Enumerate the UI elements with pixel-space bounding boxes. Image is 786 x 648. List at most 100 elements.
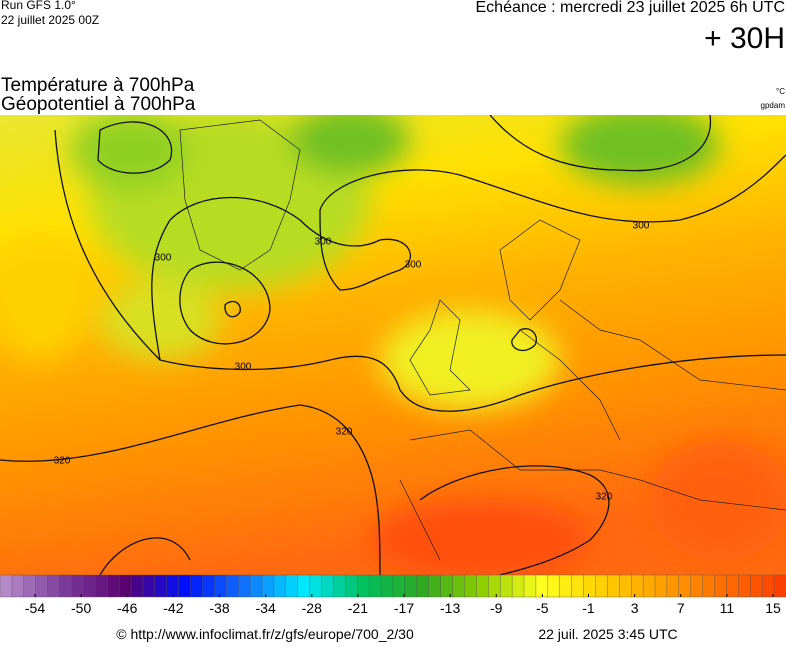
colorbar-tick-label: -54 [25, 600, 45, 616]
colorbar-swatch [47, 574, 61, 598]
colorbar-tick-label: -38 [209, 600, 229, 616]
colorbar-swatch [130, 574, 144, 598]
colorbar-swatch [261, 574, 275, 598]
colorbar-tick-label: -13 [440, 600, 460, 616]
colorbar-swatch [118, 574, 132, 598]
colorbar-swatch [488, 574, 501, 598]
contour-label: 300 [155, 253, 172, 264]
colorbar-swatch [35, 574, 49, 598]
colorbar-swatch [559, 574, 573, 598]
colorbar-swatch [690, 574, 704, 598]
colorbar-swatch [630, 574, 644, 598]
colorbar-tick-label: -34 [256, 600, 276, 616]
colorbar-swatch [499, 574, 513, 598]
colorbar-swatch [226, 574, 239, 598]
temperature-blobs [0, 115, 786, 575]
colorbar-swatch [380, 574, 394, 598]
colorbar-tick-label: -5 [536, 600, 549, 616]
colorbar-swatch [452, 574, 465, 598]
colorbar-swatch [642, 574, 656, 598]
colorbar-swatch [202, 574, 215, 598]
colorbar-swatch [702, 574, 716, 598]
colorbar-swatch [154, 574, 168, 598]
contour-label: 300 [405, 260, 422, 271]
contour [54, 129, 786, 412]
colorbar-swatch [571, 574, 585, 598]
colorbar-swatch [523, 574, 537, 598]
map: 300 300 300 300 300 320 320 320 [0, 115, 786, 575]
colorbar-swatch [476, 574, 489, 598]
colorbar-swatch [273, 574, 287, 598]
colorbar-swatch [738, 574, 751, 598]
colorbar-tick-label: -17 [394, 600, 414, 616]
unit: gpdam [761, 101, 786, 110]
colorbar-swatch [95, 574, 108, 598]
colorbar-tick-label: -50 [71, 600, 91, 616]
contour-label: 300 [315, 237, 332, 248]
colorbar-swatch [619, 574, 632, 598]
colorbar-swatch [83, 574, 96, 598]
colorbar-swatch [368, 574, 382, 598]
contour-label: 320 [336, 427, 353, 438]
contour-label: 300 [235, 362, 252, 373]
colorbar-swatch [714, 574, 727, 598]
colorbar-swatch [654, 574, 668, 598]
colorbar-tick-label: -9 [490, 600, 503, 616]
contour [489, 115, 712, 172]
colorbar-swatch [440, 574, 454, 598]
colorbar-swatch [726, 574, 739, 598]
colorbar-swatch [11, 574, 25, 598]
colorbar-swatch [309, 574, 323, 598]
colorbar: -54 -50 -46 -42 -38 -34 -28 -21 -17 -13 -9 -5 -1 3 7 11… [0, 574, 786, 616]
colorbar-tick-label: 7 [677, 600, 685, 616]
colorbar-swatch [190, 574, 203, 598]
title: Géopotentiel à 700hPa [1, 94, 196, 115]
contour [179, 261, 271, 345]
colorbar-swatch [285, 574, 299, 598]
colorbar-swatch [321, 574, 334, 598]
title: Température à 700hPa [1, 75, 195, 96]
colorbar-swatch [773, 574, 786, 598]
contour [97, 121, 173, 174]
colorbar-swatch [142, 574, 156, 598]
colorbar-swatch [166, 574, 180, 598]
echeance: Echéance : mercredi 23 juillet 2025 6h U… [476, 0, 786, 16]
lead-time: + 30H [704, 22, 785, 55]
colorbar-swatch [23, 574, 37, 598]
colorbar-swatch [249, 574, 263, 598]
colorbar-tick-label: -42 [163, 600, 183, 616]
colorbar-swatch [237, 574, 251, 598]
contour [511, 328, 537, 352]
colorbar-tick-label: -28 [302, 600, 322, 616]
source: © http://www.infoclimat.fr/z/gfs/europe/… [116, 626, 414, 642]
colorbar-swatch [345, 574, 358, 598]
run-date-footer: 22 juil. 2025 3:45 UTC [538, 626, 677, 642]
colorbar-swatch [547, 574, 561, 598]
unit: °C [776, 87, 785, 96]
colorbar-tick-label: 3 [631, 600, 639, 616]
colorbar-swatch [678, 574, 692, 598]
colorbar-swatch [607, 574, 620, 598]
colorbar-swatch [535, 574, 549, 598]
colorbar-swatch [392, 574, 406, 598]
colorbar-swatch [297, 574, 311, 598]
colorbar-swatch [178, 574, 192, 598]
colorbar-swatch [583, 574, 596, 598]
colorbar-swatch [750, 574, 763, 598]
coastline [179, 119, 786, 561]
colorbar-swatch [357, 574, 370, 598]
colorbar-tick-label: -46 [117, 600, 137, 616]
contour-label: 320 [54, 456, 71, 467]
colorbar-swatch [0, 574, 13, 598]
colorbar-swatch [511, 574, 525, 598]
contour [419, 465, 610, 575]
colorbar-swatch [595, 574, 608, 598]
colorbar-swatch [214, 574, 227, 598]
colorbar-swatch [761, 574, 775, 598]
contour-label: 320 [596, 492, 613, 503]
colorbar-swatch [428, 574, 442, 598]
colorbar-swatch [416, 574, 430, 598]
colorbar-swatch [333, 574, 346, 598]
colorbar-swatch [666, 574, 680, 598]
